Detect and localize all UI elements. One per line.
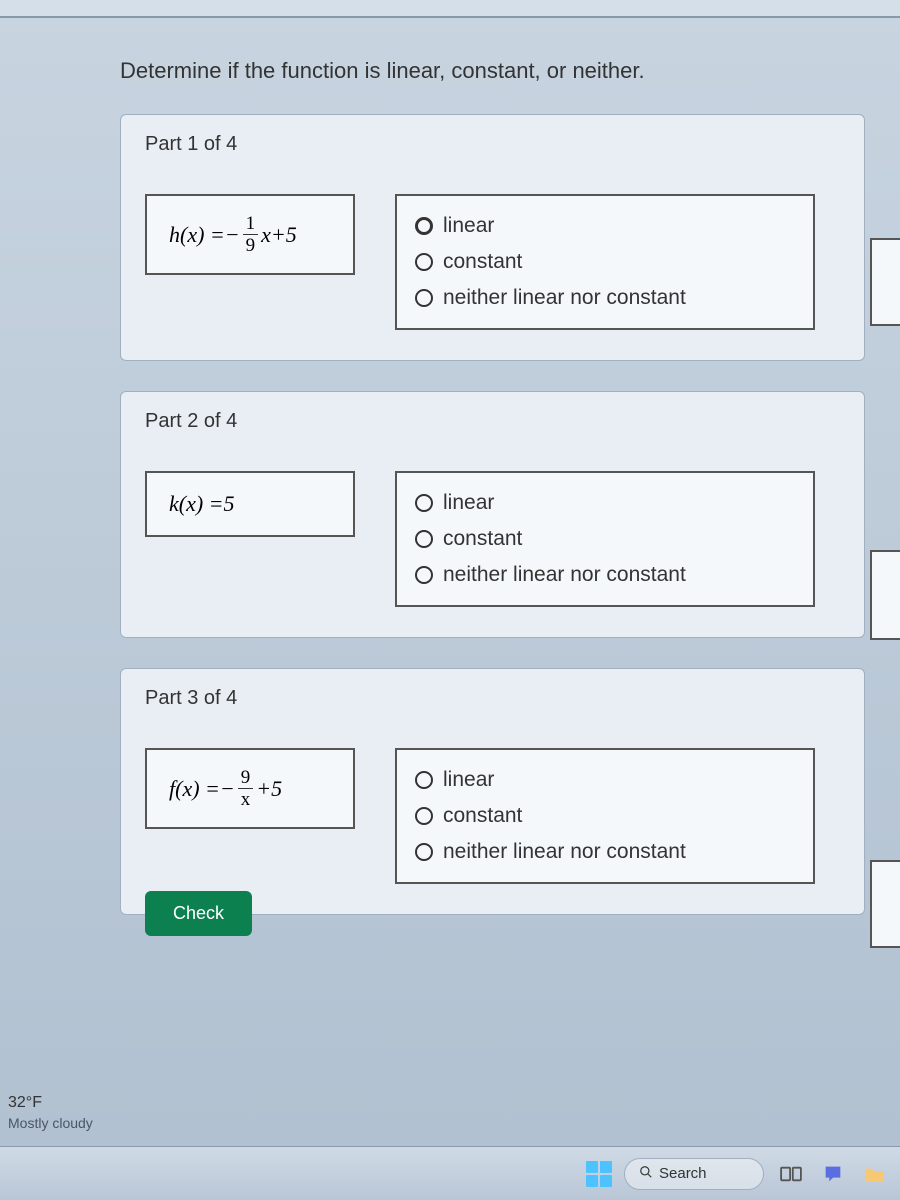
radio-constant-3[interactable]: constant	[415, 798, 795, 834]
radio-neither-1[interactable]: neither linear nor constant	[415, 280, 795, 316]
radio-constant-1[interactable]: constant	[415, 244, 795, 280]
fn-paren: (	[179, 491, 186, 517]
radio-icon	[415, 807, 433, 825]
option-label: neither linear nor constant	[443, 563, 686, 587]
radio-icon	[415, 217, 433, 235]
cutoff-panel-1	[870, 238, 900, 326]
fn-paren-close: ) =	[196, 491, 224, 517]
fraction: 1 9	[243, 214, 259, 255]
weather-desc: Mostly cloudy	[8, 1114, 93, 1132]
option-label: linear	[443, 768, 494, 792]
option-label: constant	[443, 804, 522, 828]
frac-num: 9	[238, 768, 254, 789]
taskview-icon[interactable]	[776, 1159, 806, 1189]
radio-linear-3[interactable]: linear	[415, 762, 795, 798]
taskbar-search[interactable]: Search	[624, 1158, 764, 1190]
win-q3	[586, 1175, 598, 1187]
taskbar: Search	[0, 1146, 900, 1200]
option-label: constant	[443, 527, 522, 551]
start-icon[interactable]	[586, 1161, 612, 1187]
question-prompt: Determine if the function is linear, con…	[120, 58, 880, 84]
weather-temp: 32°F	[8, 1093, 93, 1114]
function-expr-1: h(x) = − 1 9 x+5	[169, 214, 297, 255]
function-expr-2: k(x) = 5	[169, 491, 235, 517]
search-icon	[639, 1165, 653, 1183]
part-body-2: k(x) = 5 linear constant nei	[121, 451, 864, 637]
radio-icon	[415, 494, 433, 512]
option-label: linear	[443, 491, 494, 515]
radio-icon	[415, 289, 433, 307]
main-container: Determine if the function is linear, con…	[0, 0, 900, 1200]
part-card-1: Part 1 of 4 h(x) = − 1 9 x+5	[120, 114, 865, 361]
part-body-3: f(x) = − 9 x +5 linear	[121, 728, 864, 914]
radio-icon	[415, 253, 433, 271]
win-q2	[600, 1161, 612, 1173]
fn-var: x	[182, 776, 192, 802]
fn-var: x	[187, 222, 197, 248]
fn-name: k	[169, 491, 179, 517]
top-header-bar	[0, 0, 900, 18]
radio-linear-2[interactable]: linear	[415, 485, 795, 521]
fn-var: x	[186, 491, 196, 517]
cutoff-panel-3	[870, 860, 900, 948]
function-box-2: k(x) = 5	[145, 471, 355, 537]
radio-icon	[415, 530, 433, 548]
radio-icon	[415, 843, 433, 861]
function-box-3: f(x) = − 9 x +5	[145, 748, 355, 829]
fn-paren-close: ) =	[192, 776, 220, 802]
option-label: neither linear nor constant	[443, 286, 686, 310]
frac-num: 1	[243, 214, 259, 235]
expr-tail: +5	[256, 776, 282, 802]
part-card-2: Part 2 of 4 k(x) = 5 linear constant	[120, 391, 865, 638]
radio-linear-1[interactable]: linear	[415, 208, 795, 244]
options-box-3: linear constant neither linear nor const…	[395, 748, 815, 884]
function-box-1: h(x) = − 1 9 x+5	[145, 194, 355, 275]
sign: −	[220, 776, 235, 802]
part-header-3: Part 3 of 4	[121, 669, 864, 728]
frac-den: x	[238, 789, 254, 809]
win-q4	[600, 1175, 612, 1187]
explorer-icon[interactable]	[860, 1159, 890, 1189]
weather-widget[interactable]: 32°F Mostly cloudy	[8, 1093, 93, 1132]
option-label: constant	[443, 250, 522, 274]
options-box-1: linear constant neither linear nor const…	[395, 194, 815, 330]
fraction: 9 x	[238, 768, 254, 809]
frac-den: 9	[243, 235, 259, 255]
part-header-1: Part 1 of 4	[121, 115, 864, 174]
part-card-3: Part 3 of 4 f(x) = − 9 x +5	[120, 668, 865, 915]
part-header-2: Part 2 of 4	[121, 392, 864, 451]
radio-icon	[415, 566, 433, 584]
expr-tail: x+5	[261, 222, 297, 248]
part-body-1: h(x) = − 1 9 x+5 linear	[121, 174, 864, 360]
chat-icon[interactable]	[818, 1159, 848, 1189]
cutoff-panel-2	[870, 550, 900, 640]
radio-neither-2[interactable]: neither linear nor constant	[415, 557, 795, 593]
search-label: Search	[659, 1165, 707, 1182]
options-box-2: linear constant neither linear nor const…	[395, 471, 815, 607]
radio-icon	[415, 771, 433, 789]
win-q1	[586, 1161, 598, 1173]
fn-paren-close: ) =	[197, 222, 225, 248]
expr-rhs: 5	[224, 491, 235, 517]
sign: −	[225, 222, 240, 248]
check-button[interactable]: Check	[145, 891, 252, 936]
function-expr-3: f(x) = − 9 x +5	[169, 768, 282, 809]
radio-neither-3[interactable]: neither linear nor constant	[415, 834, 795, 870]
question-area: Determine if the function is linear, con…	[0, 18, 900, 965]
radio-constant-2[interactable]: constant	[415, 521, 795, 557]
option-label: neither linear nor constant	[443, 840, 686, 864]
option-label: linear	[443, 214, 494, 238]
fn-name: h	[169, 222, 180, 248]
